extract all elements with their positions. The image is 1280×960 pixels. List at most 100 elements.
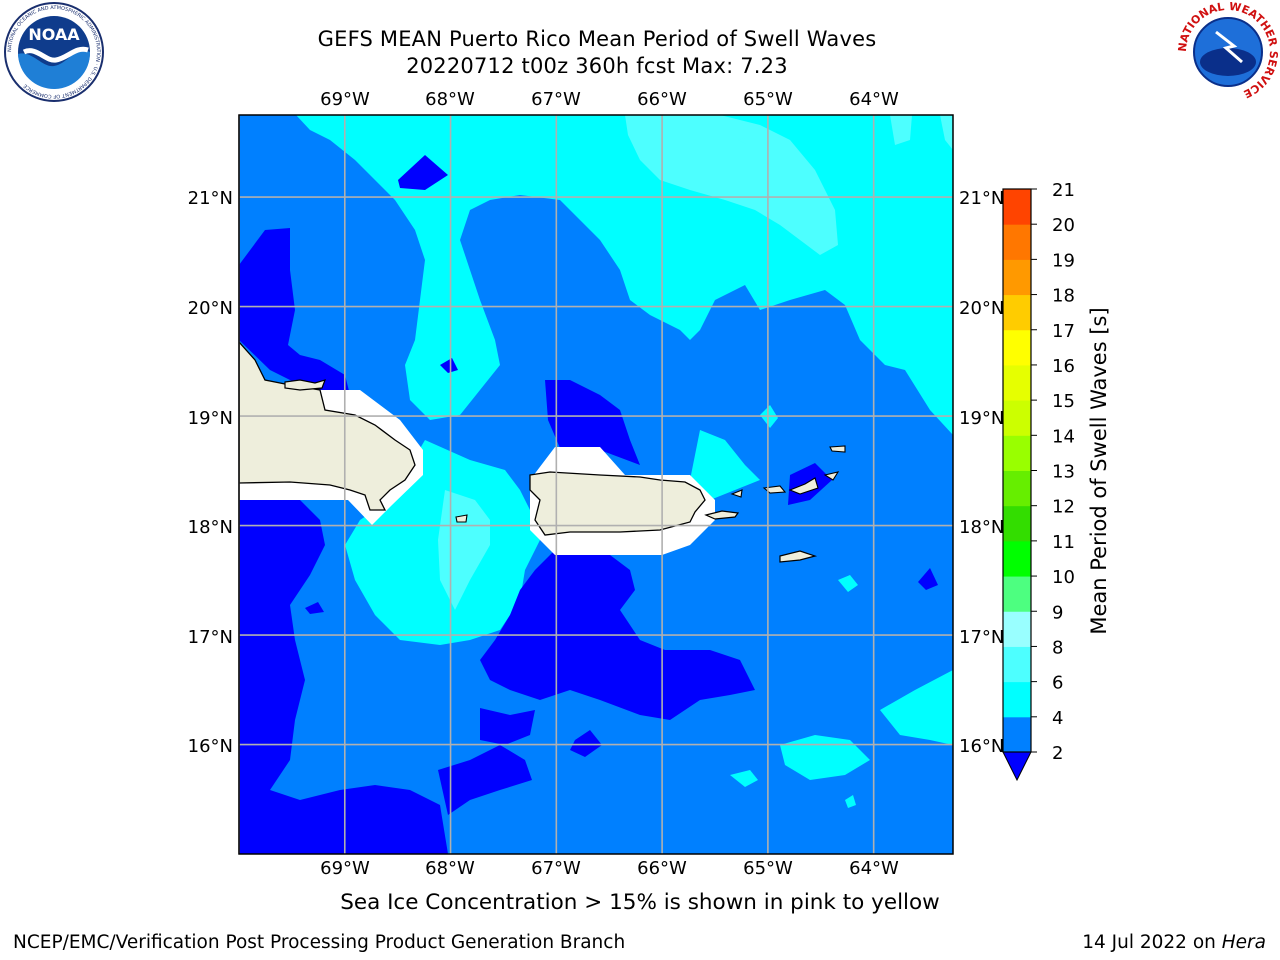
field-lt-2s xyxy=(239,228,350,395)
colorbar-segment xyxy=(1003,435,1031,471)
colorbar-segment xyxy=(1003,716,1031,753)
colorbar-segment xyxy=(1003,576,1031,612)
colorbar-segment xyxy=(1003,224,1031,260)
lon-label: 66°W xyxy=(637,858,687,879)
colorbar-segment xyxy=(1003,611,1031,647)
colorbar-tick-label: 12 xyxy=(1052,497,1075,518)
colorbar-tick-label: 15 xyxy=(1052,391,1075,412)
lat-label: 18°N xyxy=(959,517,1004,538)
nws-logo: NATIONAL WEATHER SERVICE xyxy=(1176,2,1280,100)
colorbar-tick-label: 10 xyxy=(1052,567,1075,588)
field-4-6s xyxy=(838,575,858,592)
footer-branch: NCEP/EMC/Verification Post Processing Pr… xyxy=(13,932,626,953)
land-vieques xyxy=(704,510,740,520)
colorbar-tick-label: 6 xyxy=(1052,673,1063,694)
lon-label: 65°W xyxy=(743,858,793,879)
field-lt-2s xyxy=(305,602,324,614)
lon-label: 64°W xyxy=(849,89,899,110)
footer-machine: Hera xyxy=(1221,932,1266,953)
field-4-6s xyxy=(845,795,856,808)
land-tortuga xyxy=(284,379,326,391)
colorbar-tick-label: 16 xyxy=(1052,356,1075,377)
lon-label: 66°W xyxy=(637,89,687,110)
land-virgin-islands xyxy=(823,471,840,481)
noaa-logo: NOAA NATIONAL OCEANIC AND ATMOSPHERIC AD… xyxy=(4,2,104,102)
field-6-8s xyxy=(625,115,838,255)
land-anegada xyxy=(829,445,846,453)
colorbar-segment xyxy=(1003,540,1031,577)
colorbar-segment xyxy=(1003,364,1031,401)
field-lt-2s xyxy=(480,708,535,745)
colorbar-tick-label: 19 xyxy=(1052,250,1075,271)
lat-label: 16°N xyxy=(959,736,1004,757)
swell-period-field xyxy=(239,115,953,854)
colorbar-tick-label: 9 xyxy=(1052,602,1063,623)
lat-label: 20°N xyxy=(188,298,233,319)
colorbar-tick-label: 17 xyxy=(1052,321,1075,342)
lon-label: 68°W xyxy=(425,858,475,879)
lon-labels-bottom: 69°W 68°W 67°W 66°W 65°W 64°W xyxy=(320,858,899,879)
land-st-croix xyxy=(779,550,818,563)
sea-ice-note: Sea Ice Concentration > 15% is shown in … xyxy=(340,890,940,915)
field-lt-2s xyxy=(570,730,602,757)
lat-label: 21°N xyxy=(188,188,233,209)
field-lt-2s xyxy=(398,155,448,190)
colorbar-extend-triangle xyxy=(1002,751,1032,782)
colorbar-segment xyxy=(1003,505,1031,542)
noaa-logo-text: NOAA xyxy=(28,25,80,44)
lat-labels-left: 21°N 20°N 19°N 18°N 17°N 16°N xyxy=(188,188,233,757)
colorbar-label: Mean Period of Swell Waves [s] xyxy=(1087,307,1111,634)
field-4-6s xyxy=(730,770,758,787)
colorbar-segment xyxy=(1003,646,1031,683)
colorbar-tick-label: 13 xyxy=(1052,462,1075,483)
map-frame xyxy=(238,114,954,855)
land-mona xyxy=(455,514,468,523)
lon-label: 67°W xyxy=(531,89,581,110)
colorbar-segment xyxy=(1003,470,1031,507)
colorbar-segment xyxy=(1003,294,1031,331)
map-title-line-2: 20220712 t00z 360h fcst Max: 7.23 xyxy=(406,54,788,78)
lat-label: 17°N xyxy=(188,627,233,648)
land-puerto-rico xyxy=(529,471,706,536)
lat-label: 18°N xyxy=(188,517,233,538)
field-4-6s xyxy=(780,735,870,780)
lat-label: 19°N xyxy=(188,408,233,429)
lon-label: 67°W xyxy=(531,858,581,879)
lat-label: 17°N xyxy=(959,627,1004,648)
colorbar-segment xyxy=(1003,400,1031,436)
land-virgin-islands xyxy=(788,477,819,495)
field-lt-2s xyxy=(438,745,532,815)
land-culebra xyxy=(730,489,743,498)
lat-label: 19°N xyxy=(959,408,1004,429)
field-4-6s xyxy=(880,670,953,745)
lon-label: 64°W xyxy=(849,858,899,879)
colorbar-segment xyxy=(1003,329,1031,366)
field-lt-2s xyxy=(440,358,458,373)
lon-label: 69°W xyxy=(320,858,370,879)
field-6-8s xyxy=(890,115,912,145)
footer-date: 14 Jul 2022 on Hera xyxy=(1082,932,1266,953)
lon-labels-top: 69°W 68°W 67°W 66°W 65°W 64°W xyxy=(320,89,899,110)
colorbar-tick-label: 8 xyxy=(1052,637,1063,658)
field-6-8s xyxy=(738,138,746,144)
lat-label: 21°N xyxy=(959,188,1004,209)
colorbar-tick-label: 18 xyxy=(1052,286,1075,307)
lat-label: 16°N xyxy=(188,736,233,757)
map-title-line-1: GEFS MEAN Puerto Rico Mean Period of Swe… xyxy=(317,27,877,51)
field-lt-2s xyxy=(239,500,448,854)
lat-label: 20°N xyxy=(959,298,1004,319)
colorbar-tick-label: 2 xyxy=(1052,743,1063,764)
colorbar-tick-label: 20 xyxy=(1052,215,1075,236)
field-lt-2s xyxy=(918,568,938,590)
colorbar-tick-label: 11 xyxy=(1052,532,1075,553)
lon-label: 69°W xyxy=(320,89,370,110)
lat-labels-right: 21°N 20°N 19°N 18°N 17°N 16°N xyxy=(959,188,1004,757)
lon-label: 65°W xyxy=(743,89,793,110)
colorbar-tick-label: 21 xyxy=(1052,180,1075,201)
colorbar-segment xyxy=(1003,189,1031,225)
colorbar-tick-label: 4 xyxy=(1052,708,1063,729)
colorbar-tick-label: 14 xyxy=(1052,426,1075,447)
field-4-6s xyxy=(690,430,760,500)
footer-date-text: 14 Jul 2022 on xyxy=(1082,932,1222,953)
